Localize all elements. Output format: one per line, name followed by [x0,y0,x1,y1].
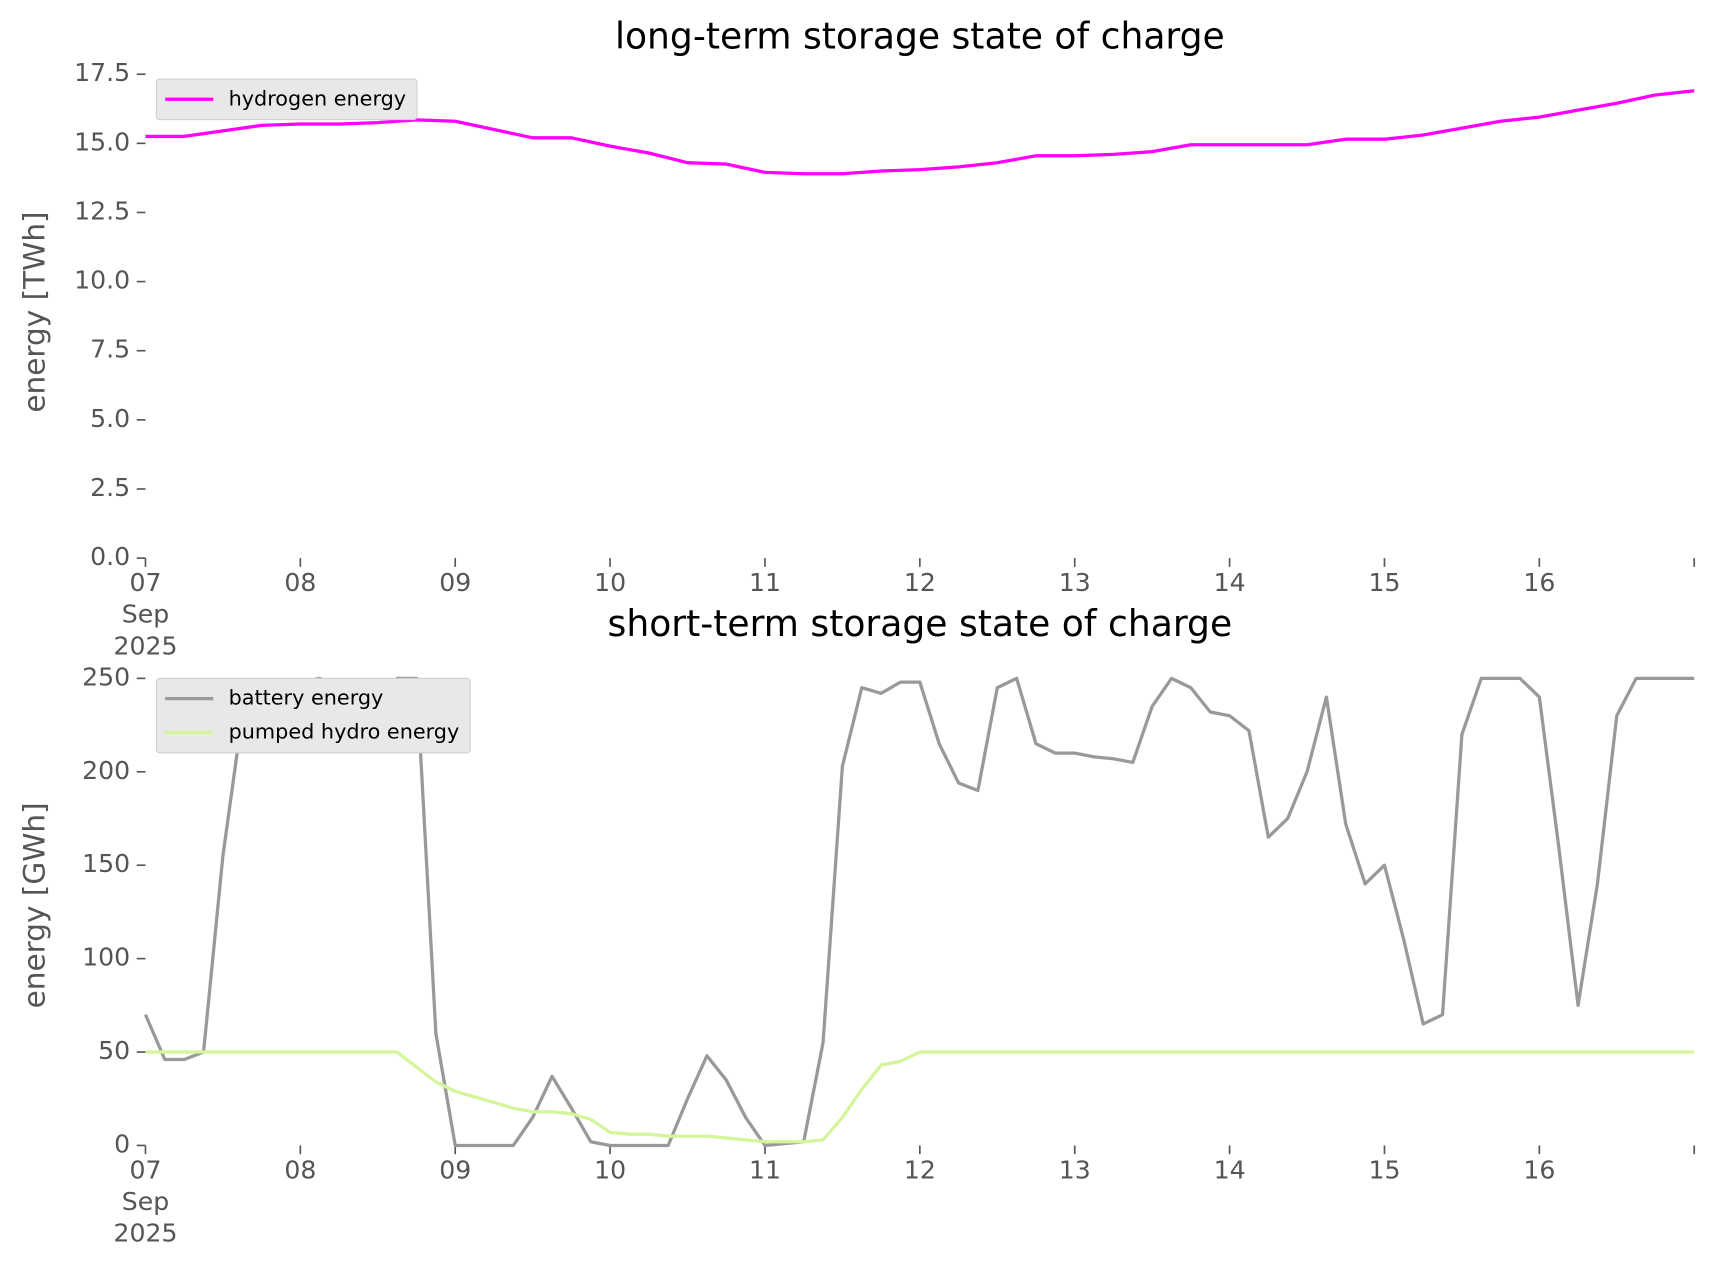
legend: battery energy pumped hydro energy [155,677,471,754]
x-tick-label: 15 [1368,1155,1400,1184]
y-tick-label: 5.0 [90,404,130,433]
x-tick-label: 08 [284,1155,316,1184]
x-tick-label: 15 [1368,568,1400,597]
y-tick-label: 50 [98,1036,130,1065]
y-tick-label: 10.0 [74,266,130,295]
line-series [145,89,1695,176]
x-tick-label: 07 Sep 2025 [113,568,177,660]
y-tick-label: 15.0 [74,127,130,156]
x-tick-label: 14 [1214,568,1246,597]
x-tick-label: 08 [284,568,316,597]
legend: hydrogen energy [155,78,418,121]
x-tick-label: 12 [904,1155,936,1184]
y-tick-label: 250 [82,662,130,691]
y-axis-label: energy [TWh] [18,211,52,412]
x-tick-label: 10 [594,568,626,597]
x-tick-label: 12 [904,568,936,597]
chart-title: long-term storage state of charge [615,16,1225,58]
y-tick-label: 0 [114,1129,130,1158]
x-tick-label: 09 [439,1155,471,1184]
y-tick-label: 100 [82,943,130,972]
x-tick-label: 16 [1523,1155,1555,1184]
chart-title: short-term storage state of charge [608,603,1233,645]
legend-label: pumped hydro energy [229,720,460,744]
x-tick-label: 14 [1214,1155,1246,1184]
x-tick-label: 09 [439,568,471,597]
y-tick-label: 2.5 [90,473,130,502]
x-tick-label: 16 [1523,568,1555,597]
x-tick-label: 13 [1059,1155,1091,1184]
y-tick-label: 17.5 [74,58,130,87]
y-tick-label: 0.0 [90,542,130,571]
x-tick-label: 11 [749,1155,781,1184]
legend-label: battery energy [229,686,384,710]
x-tick-label: 07 Sep 2025 [113,1155,177,1247]
line-series [145,1050,1695,1144]
legend-label: hydrogen energy [229,86,407,110]
y-tick-label: 200 [82,756,130,785]
x-tick-label: 11 [749,568,781,597]
legend-box [155,78,418,121]
x-tick-label: 13 [1059,568,1091,597]
y-axis-label: energy [GWh] [18,802,52,1008]
y-tick-label: 150 [82,849,130,878]
legend-box [155,677,471,754]
x-tick-label: 10 [594,1155,626,1184]
y-tick-label: 12.5 [74,196,130,225]
y-tick-label: 7.5 [90,335,130,364]
